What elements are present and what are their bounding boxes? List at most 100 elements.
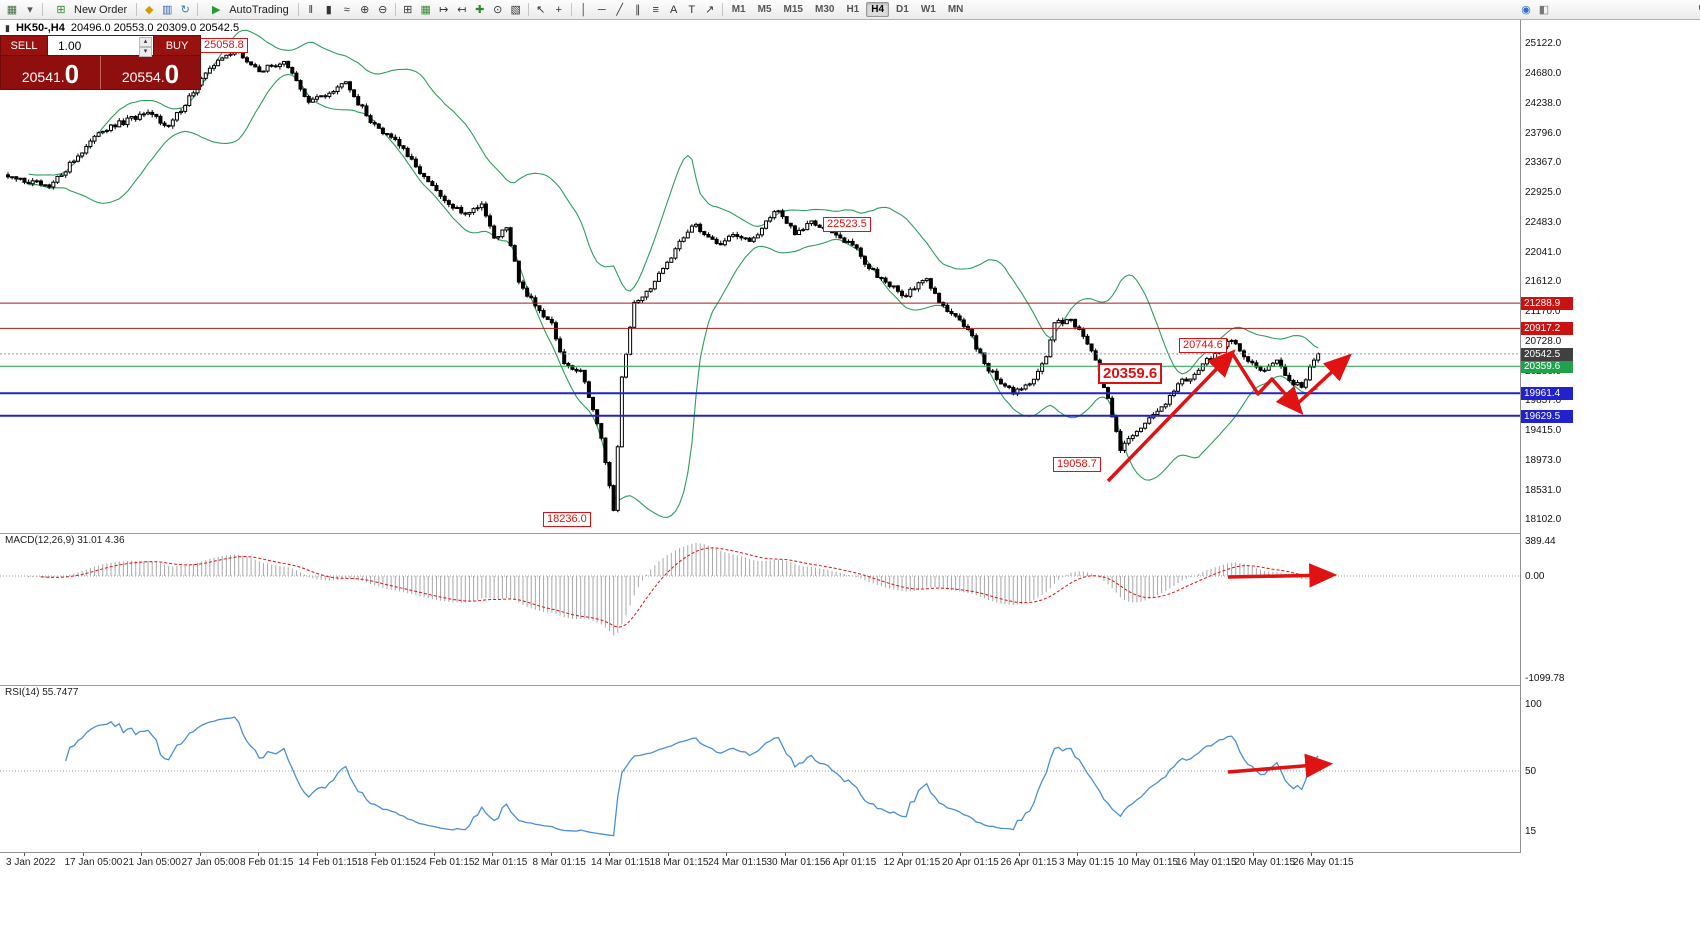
bollinger-lower-band[interactable] (28, 73, 1319, 519)
zoom-in-icon[interactable]: ⊕ (360, 3, 370, 16)
timeframe-M5[interactable]: M5 (757, 4, 772, 15)
vertical-line-icon[interactable]: │ (580, 3, 588, 16)
timeframe-W1[interactable]: W1 (920, 4, 936, 15)
macd-indicator-pane[interactable]: MACD(12,26,9) 31.01 4.36 (0, 533, 1520, 686)
trendline-icon[interactable]: ╱ (616, 3, 624, 16)
timeframe-H4[interactable]: H4 (866, 2, 890, 17)
timeframe-M1[interactable]: M1 (731, 4, 746, 15)
price-scale-label: 22925.0 (1525, 187, 1562, 199)
time-axis-tick (375, 853, 376, 856)
trend-arrow[interactable] (1230, 352, 1304, 415)
timeframe-M15[interactable]: M15 (783, 4, 803, 15)
market-watch-icon[interactable]: ▥ (161, 3, 173, 16)
profiles-dropdown-icon[interactable]: ▾ (27, 3, 33, 16)
trend-arrow[interactable] (1106, 349, 1236, 483)
trend-arrow[interactable] (1227, 753, 1334, 779)
price-scale-label: 19857.0 (1525, 395, 1562, 407)
time-axis-tick (1077, 853, 1078, 856)
timeframe-MN[interactable]: MN (947, 4, 964, 15)
bar-chart-icon[interactable]: ‖ (308, 3, 313, 16)
time-axis-tick (199, 853, 201, 856)
docking-icon[interactable]: ◧ (1538, 3, 1550, 16)
zoom-out-icon[interactable]: ⊖ (378, 3, 388, 16)
trend-arrow[interactable] (1294, 353, 1352, 407)
volume-field[interactable]: 1.00 ▴ ▾ (48, 35, 153, 57)
price-annotation-19058.7[interactable]: 19058.7 (1053, 457, 1101, 472)
time-axis-tick (1252, 853, 1254, 856)
rsi-scale-label: 50 (1525, 766, 1537, 777)
crosshair-icon[interactable]: + (555, 3, 562, 16)
time-axis-label: 18 Feb 01:15 (357, 857, 416, 868)
price-annotation-18236.0[interactable]: 18236.0 (543, 512, 591, 527)
sell-price[interactable]: 20541. 0 (1, 56, 100, 89)
time-axis[interactable]: 3 Jan 2022 17 Jan 05:00 21 Jan 05:00 27 Jan… (0, 852, 1569, 871)
horizontal-line-icon[interactable]: ─ (597, 3, 606, 16)
periods-icon[interactable]: ⊙ (493, 3, 503, 16)
templates-icon[interactable]: ▧ (510, 3, 521, 16)
toolbar-scroll-right-icon[interactable]: ▸ (1699, 2, 1700, 13)
autotrading-button[interactable]: ▶ AutoTrading (201, 1, 295, 18)
label-icon[interactable]: T (688, 3, 696, 16)
price-scale-label: 23367.0 (1525, 157, 1562, 169)
buy-price-main: 20554. (121, 69, 165, 85)
price-annotation-20359.6[interactable]: 20359.6 (1098, 363, 1163, 384)
candlestick-chart-canvas[interactable] (0, 19, 1520, 532)
time-axis-tick (667, 853, 669, 856)
metaeditor-icon[interactable]: ◆ (144, 3, 154, 16)
rsi-indicator-pane[interactable]: RSI(14) 55.7477 (0, 685, 1520, 853)
main-chart-pane[interactable]: ▮ HK50-,H4 20496.0 20553.0 20309.0 20542… (0, 19, 1520, 534)
toolbar-separator (570, 3, 572, 16)
time-axis-tick (433, 853, 435, 856)
indicators-icon[interactable]: ✚ (475, 3, 485, 16)
fibonacci-icon[interactable]: ≡ (652, 3, 659, 16)
auto-scroll-icon[interactable]: ↦ (439, 3, 449, 16)
new-chart-icon[interactable]: ▦ (6, 3, 18, 16)
cursor-icon[interactable]: ↖ (536, 3, 546, 16)
volume-up-icon[interactable]: ▴ (139, 37, 152, 47)
chart-shift-icon[interactable]: ↤ (457, 3, 467, 16)
toolbar-separator (721, 3, 723, 16)
new-order-button[interactable]: ⊞ New Order (46, 1, 133, 18)
text-icon[interactable]: A (670, 3, 678, 16)
price-badge-19961.4: 19961.4 (1521, 387, 1573, 401)
macd-canvas[interactable] (0, 533, 1520, 684)
rsi-label: RSI(14) 55.7477 (5, 687, 79, 698)
volume-value: 1.00 (58, 38, 82, 53)
time-axis-tick (960, 853, 961, 856)
channel-icon[interactable]: ∥ (634, 3, 641, 16)
rsi-canvas[interactable] (0, 685, 1520, 851)
refresh-icon[interactable]: ↻ (180, 3, 190, 16)
volume-down-icon[interactable]: ▾ (139, 47, 152, 57)
timeframe-D1[interactable]: D1 (896, 4, 909, 15)
help-icon[interactable]: ◉ (1521, 3, 1531, 16)
sell-button[interactable]: SELL (0, 35, 48, 56)
time-axis-label: 16 May 01:15 (1176, 857, 1237, 868)
timeframe-H1[interactable]: H1 (846, 4, 860, 15)
grid-icon[interactable]: ▦ (420, 3, 431, 16)
top-toolbar: ▦ ▾ ⊞ New Order ◆ ▥ ↻ ▶ AutoTrading ‖ ▮ ≈ ⊕ ⊖ ⊞ ▦ ↦ ↤ ✚ ⊙ ▧ ↖… (0, 0, 1700, 20)
tile-windows-icon[interactable]: ⊞ (403, 3, 413, 16)
candlestick-chart-icon[interactable]: ▮ (325, 3, 332, 16)
toolbar-separator (42, 3, 43, 16)
new-order-icon: ⊞ (56, 3, 66, 16)
line-chart-icon[interactable]: ≈ (343, 3, 350, 16)
time-axis-tick (492, 853, 493, 856)
time-axis-tick (843, 853, 844, 856)
time-axis-tick (609, 853, 610, 856)
sell-price-main: 20541. (21, 69, 65, 85)
price-annotation-22523.5[interactable]: 22523.5 (823, 217, 871, 232)
trend-arrow[interactable] (1227, 563, 1338, 588)
timeframe-M30[interactable]: M30 (814, 4, 835, 15)
bollinger-upper-band[interactable] (28, 29, 1319, 375)
buy-button[interactable]: BUY (153, 35, 201, 56)
autotrading-play-icon: ▶ (211, 3, 221, 16)
price-annotation-25058.8[interactable]: 25058.8 (200, 38, 248, 53)
price-annotation-20744.6[interactable]: 20744.6 (1179, 338, 1227, 353)
buy-price-pips: 0 (164, 59, 180, 89)
one-click-trading-panel: SELL 1.00 ▴ ▾ BUY 20541. 0 20554. 0 (0, 35, 201, 90)
macd-label: MACD(12,26,9) 31.01 4.36 (5, 535, 125, 546)
arrows-icon[interactable]: ↗ (705, 3, 715, 16)
price-scale[interactable]: 25122.0 24680.0 24238.0 23796.0 23367.0 22925… (1520, 19, 1573, 853)
time-axis-label: 27 Jan 05:00 (181, 857, 240, 868)
buy-price[interactable]: 20554. 0 (100, 56, 200, 89)
